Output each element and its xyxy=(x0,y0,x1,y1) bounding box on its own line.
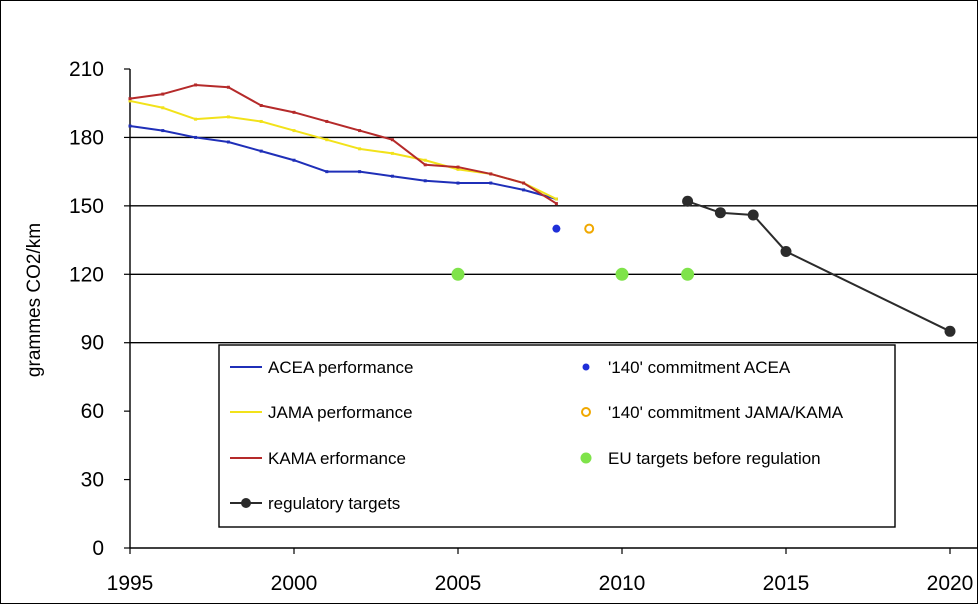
data-point-2-0 xyxy=(128,97,132,101)
y-tick-label-180: 180 xyxy=(69,126,104,149)
legend-label-1: JAMA performance xyxy=(268,403,413,422)
legend-label-2: KAMA erformance xyxy=(268,449,406,468)
y-tick-label-60: 60 xyxy=(81,400,104,423)
data-point-0-0 xyxy=(128,124,132,128)
y-tick-label-150: 150 xyxy=(69,195,104,218)
x-tick-label-2000: 2000 xyxy=(271,572,318,595)
legend-swatch-6 xyxy=(241,498,251,508)
data-point-5-0 xyxy=(451,267,465,281)
legend-box xyxy=(218,344,896,528)
legend-label-5: EU targets before regulation xyxy=(608,449,821,468)
data-point-0-5 xyxy=(292,158,296,162)
series-3 xyxy=(552,224,561,233)
data-point-2-1 xyxy=(161,92,165,96)
data-point-0-3 xyxy=(226,140,230,144)
data-point-2-6 xyxy=(325,119,329,123)
legend-label-3: '140' commitment ACEA xyxy=(608,358,791,377)
series-0 xyxy=(128,124,558,201)
data-point-2-2 xyxy=(194,83,198,87)
data-point-2-10 xyxy=(456,165,460,169)
data-point-5-1 xyxy=(615,267,629,281)
series-4 xyxy=(584,223,595,234)
data-point-1-0 xyxy=(128,99,132,103)
data-point-1-2 xyxy=(194,117,198,121)
data-point-0-2 xyxy=(194,135,198,139)
x-tick-label-2005: 2005 xyxy=(435,572,482,595)
data-point-0-9 xyxy=(423,179,427,183)
legend-swatch-4 xyxy=(581,407,591,417)
data-point-1-9 xyxy=(423,158,427,162)
axes xyxy=(129,69,978,549)
data-point-6-1 xyxy=(714,207,726,219)
x-tick-label-2020: 2020 xyxy=(927,572,974,595)
series-2 xyxy=(128,83,558,206)
data-point-1-5 xyxy=(292,129,296,133)
data-point-0-6 xyxy=(325,170,329,174)
data-point-5-2 xyxy=(681,267,695,281)
data-point-2-5 xyxy=(292,110,296,114)
series-5 xyxy=(451,267,695,281)
y-tick-label-120: 120 xyxy=(69,263,104,286)
y-axis-label: grammes CO2/km xyxy=(24,223,45,377)
data-point-1-4 xyxy=(259,119,263,123)
legend-label-4: '140' commitment JAMA/KAMA xyxy=(608,403,844,422)
data-point-1-3 xyxy=(226,115,230,119)
data-point-1-13 xyxy=(554,197,558,201)
gridlines xyxy=(130,136,978,344)
x-tick-labels: 1995 2000 2005 2010 2015 2020 xyxy=(107,548,974,595)
data-point-2-8 xyxy=(390,138,394,142)
data-point-6-0 xyxy=(682,195,694,207)
data-point-2-12 xyxy=(522,181,526,185)
data-point-3-0 xyxy=(552,224,561,233)
data-point-0-12 xyxy=(522,188,526,192)
series-6 xyxy=(682,195,956,337)
data-point-0-1 xyxy=(161,129,165,133)
data-point-1-1 xyxy=(161,106,165,110)
data-point-6-3 xyxy=(780,245,792,257)
data-point-0-10 xyxy=(456,181,460,185)
legend-label-0: ACEA performance xyxy=(268,358,414,377)
legend: ACEA performance JAMA performance KAMA erf… xyxy=(218,344,896,528)
series-layer xyxy=(128,83,956,337)
legend-swatch-3 xyxy=(582,363,590,371)
data-point-1-7 xyxy=(358,147,362,151)
series-line-2 xyxy=(129,83,557,205)
series-line-6 xyxy=(687,200,951,333)
data-point-0-4 xyxy=(259,149,263,153)
data-point-6-4 xyxy=(944,325,956,337)
data-point-2-11 xyxy=(489,172,493,176)
data-point-2-7 xyxy=(358,129,362,133)
data-point-2-13 xyxy=(554,202,558,206)
legend-swatch-5 xyxy=(580,452,592,464)
data-point-0-8 xyxy=(390,174,394,178)
y-tick-labels: 0 30 60 90 120 150 180 210 xyxy=(69,58,130,560)
x-tick-label-2015: 2015 xyxy=(763,572,810,595)
data-point-2-3 xyxy=(226,85,230,89)
data-point-1-6 xyxy=(325,138,329,142)
series-1 xyxy=(128,99,558,201)
y-tick-label-30: 30 xyxy=(81,469,104,492)
data-point-0-7 xyxy=(358,170,362,174)
data-point-0-11 xyxy=(489,181,493,185)
data-point-4-0 xyxy=(584,223,595,234)
series-line-0 xyxy=(129,125,557,200)
data-point-1-8 xyxy=(390,151,394,155)
y-tick-label-0: 0 xyxy=(92,537,104,560)
data-point-2-4 xyxy=(259,103,263,107)
data-point-1-10 xyxy=(456,167,460,171)
data-point-2-9 xyxy=(423,163,427,167)
x-tick-label-1995: 1995 xyxy=(107,572,154,595)
x-tick-label-2010: 2010 xyxy=(599,572,646,595)
data-point-6-2 xyxy=(747,209,759,221)
y-tick-label-90: 90 xyxy=(81,332,104,355)
legend-label-6: regulatory targets xyxy=(268,494,400,513)
y-tick-label-210: 210 xyxy=(69,58,104,81)
